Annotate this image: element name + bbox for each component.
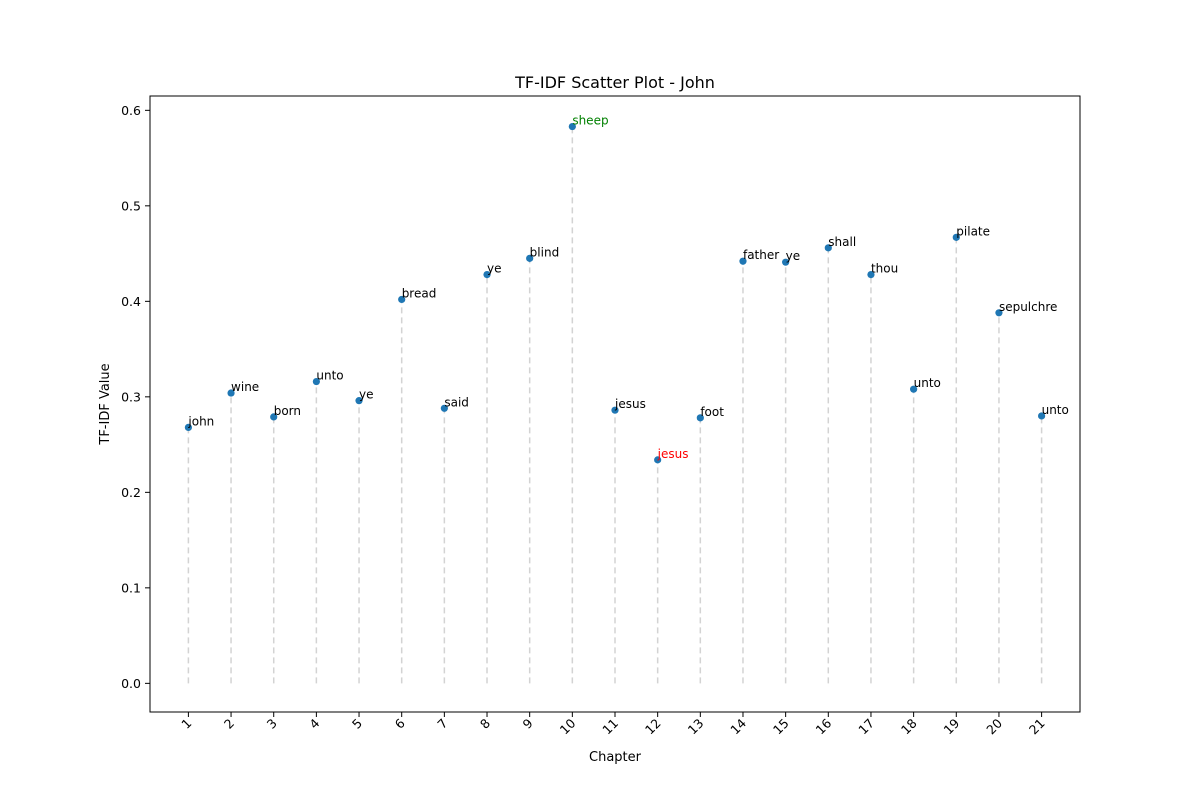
data-point [611, 406, 619, 414]
x-axis-label: Chapter [589, 750, 642, 765]
point-label: sheep [572, 114, 608, 128]
y-tick-label: 0.3 [121, 389, 141, 404]
stem-lines [187, 126, 1043, 684]
point-label: jesus [657, 447, 689, 461]
point-label: ye [359, 388, 373, 402]
data-point [568, 122, 576, 131]
point-label: ye [487, 262, 501, 276]
y-tick-label: 0.6 [121, 103, 141, 118]
point-label: john [187, 414, 214, 428]
point-label: jesus [614, 397, 646, 411]
y-tick-label: 0.1 [121, 580, 141, 595]
data-points [184, 122, 1046, 464]
y-axis: 0.0 0.1 0.2 0.3 0.4 0.5 0.6 [121, 103, 150, 691]
point-label: father [743, 248, 779, 262]
data-point [995, 309, 1003, 317]
data-point [867, 270, 875, 279]
data-point [782, 258, 790, 266]
point-label: wine [231, 380, 259, 394]
y-axis-label: TF-IDF Value [98, 363, 113, 445]
y-tick-label: 0.2 [121, 485, 141, 500]
chart-title: TF-IDF Scatter Plot - John [514, 73, 715, 92]
data-point [440, 404, 448, 412]
point-label: ye [786, 249, 800, 263]
point-label: said [444, 395, 469, 409]
data-point [398, 295, 406, 304]
point-label: unto [1042, 403, 1069, 417]
point-label: sepulchre [999, 300, 1057, 314]
y-tick-label: 0.4 [121, 294, 141, 309]
y-tick-label: 0.5 [121, 198, 141, 213]
data-point [355, 397, 363, 405]
data-point [526, 254, 534, 262]
data-point [739, 257, 747, 265]
point-labels: john wine born unto ye bread said ye blind sheep j… [187, 114, 1068, 461]
data-point [312, 377, 320, 386]
data-point [1038, 412, 1046, 420]
data-point [824, 244, 832, 252]
point-label: bread [402, 286, 437, 300]
point-label: pilate [956, 224, 990, 238]
point-label: thou [871, 262, 898, 276]
point-label: unto [914, 376, 941, 390]
point-label: born [274, 404, 301, 418]
data-point [696, 414, 704, 422]
data-point [483, 270, 491, 279]
point-label: blind [530, 245, 560, 259]
point-label: foot [700, 405, 724, 419]
data-point [910, 385, 918, 393]
y-tick-label: 0.0 [121, 676, 141, 691]
point-label: unto [316, 369, 343, 383]
point-label: shall [828, 235, 856, 249]
data-point [270, 413, 278, 421]
data-point [952, 233, 960, 241]
data-point [654, 456, 662, 464]
data-point [184, 423, 192, 431]
data-point [227, 389, 235, 397]
